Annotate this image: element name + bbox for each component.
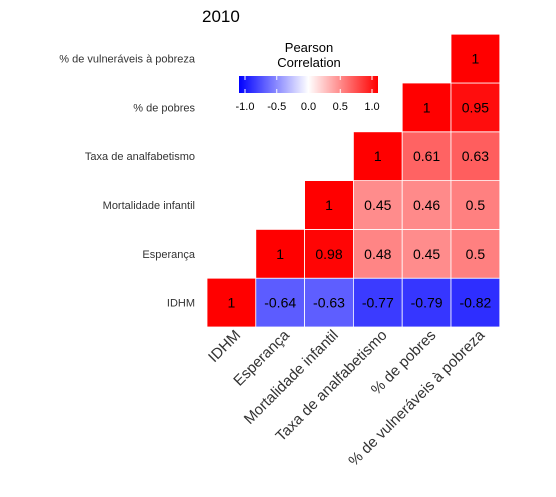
heatmap-cell [450,228,501,279]
legend-tick-label: 0.5 [333,101,348,113]
legend-colorbar [239,76,378,93]
heatmap-cell [401,82,452,133]
heatmap-cell [401,131,452,182]
cell-value-label: 0.45 [413,246,440,262]
legend: Pearson Correlation -1.0 -0.5 0.0 0.5 1.0 [236,40,380,113]
heatmap-cell [352,228,403,279]
cell-value-label: 0.48 [364,246,391,262]
cell-value-label: 0.95 [462,99,489,115]
cell-value-label: 0.5 [466,246,486,262]
x-axis-label: IDHM [205,327,244,366]
heatmap-cell [304,277,354,328]
cell-value-label: 1 [374,148,382,164]
cell-value-label: 1 [423,99,431,115]
legend-title-line2: Correlation [277,55,341,70]
cell-value-label: 1 [228,295,236,311]
cell-value-label: 1 [472,51,480,67]
heatmap-cell [401,180,452,230]
heatmap-cell [450,180,501,230]
legend-tick-label: 0.0 [301,101,316,113]
y-axis-label: IDHM [167,298,195,310]
y-axis-label: Esperança [142,249,195,261]
cell-value-label: 0.63 [462,148,489,164]
heatmap-cell [401,228,452,279]
heatmap-cell [450,33,501,84]
cell-value-label: 1 [276,246,284,262]
cell-value-label: -0.77 [362,295,394,311]
y-axis-label: % de vulneráveis à pobreza [59,54,196,66]
heatmap-cell [450,131,501,182]
legend-title-line1: Pearson [285,40,333,55]
cell-value-label: 0.5 [466,197,486,213]
cell-value-label: 1 [325,197,333,213]
heatmap-cell [352,131,403,182]
heatmap-cell [450,82,501,133]
y-axis-label: Mortalidade infantil [103,200,195,212]
y-axis-label: Taxa de analfabetismo [85,151,195,163]
cell-value-label: -0.79 [411,295,443,311]
heatmap-cell [255,277,306,328]
heatmap-cell [206,277,257,328]
legend-tick-label: 1.0 [364,101,379,113]
y-axis-label: % de pobres [133,102,195,114]
cell-value-label: -0.82 [459,295,491,311]
cell-value-label: 0.46 [413,197,440,213]
x-axis-label: Mortalidade infantil [241,327,342,428]
chart-title: 2010 [202,7,240,26]
heatmap-cell [450,277,501,328]
cell-value-label: 0.98 [315,246,342,262]
legend-tick-label: -0.5 [267,101,286,113]
cell-value-label: -0.64 [264,295,296,311]
heatmap-cell [304,180,354,230]
cell-value-label: 0.61 [413,148,440,164]
heatmap-cell [255,228,306,279]
cell-value-label: -0.63 [313,295,345,311]
heatmap-cell [352,277,403,328]
heatmap-cell [352,180,403,230]
legend-tick-label: -1.0 [236,101,255,113]
cell-value-label: 0.45 [364,197,391,213]
